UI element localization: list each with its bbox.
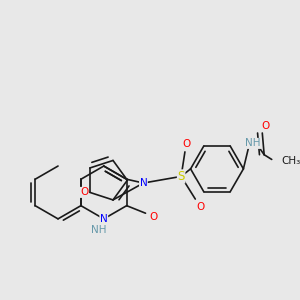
Text: O: O <box>149 212 157 222</box>
Text: O: O <box>196 202 204 212</box>
Text: O: O <box>80 188 88 197</box>
Text: NH: NH <box>245 138 261 148</box>
Text: O: O <box>183 139 191 149</box>
Text: N: N <box>140 178 147 188</box>
Text: CH₃: CH₃ <box>281 156 300 166</box>
Text: O: O <box>261 122 269 131</box>
Text: N: N <box>100 214 108 224</box>
Text: S: S <box>178 170 185 183</box>
Text: NH: NH <box>91 225 107 235</box>
